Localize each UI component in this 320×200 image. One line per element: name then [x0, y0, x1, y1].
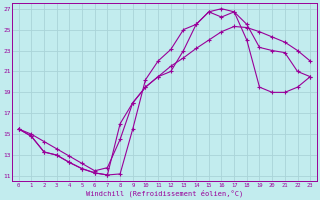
- X-axis label: Windchill (Refroidissement éolien,°C): Windchill (Refroidissement éolien,°C): [86, 189, 243, 197]
